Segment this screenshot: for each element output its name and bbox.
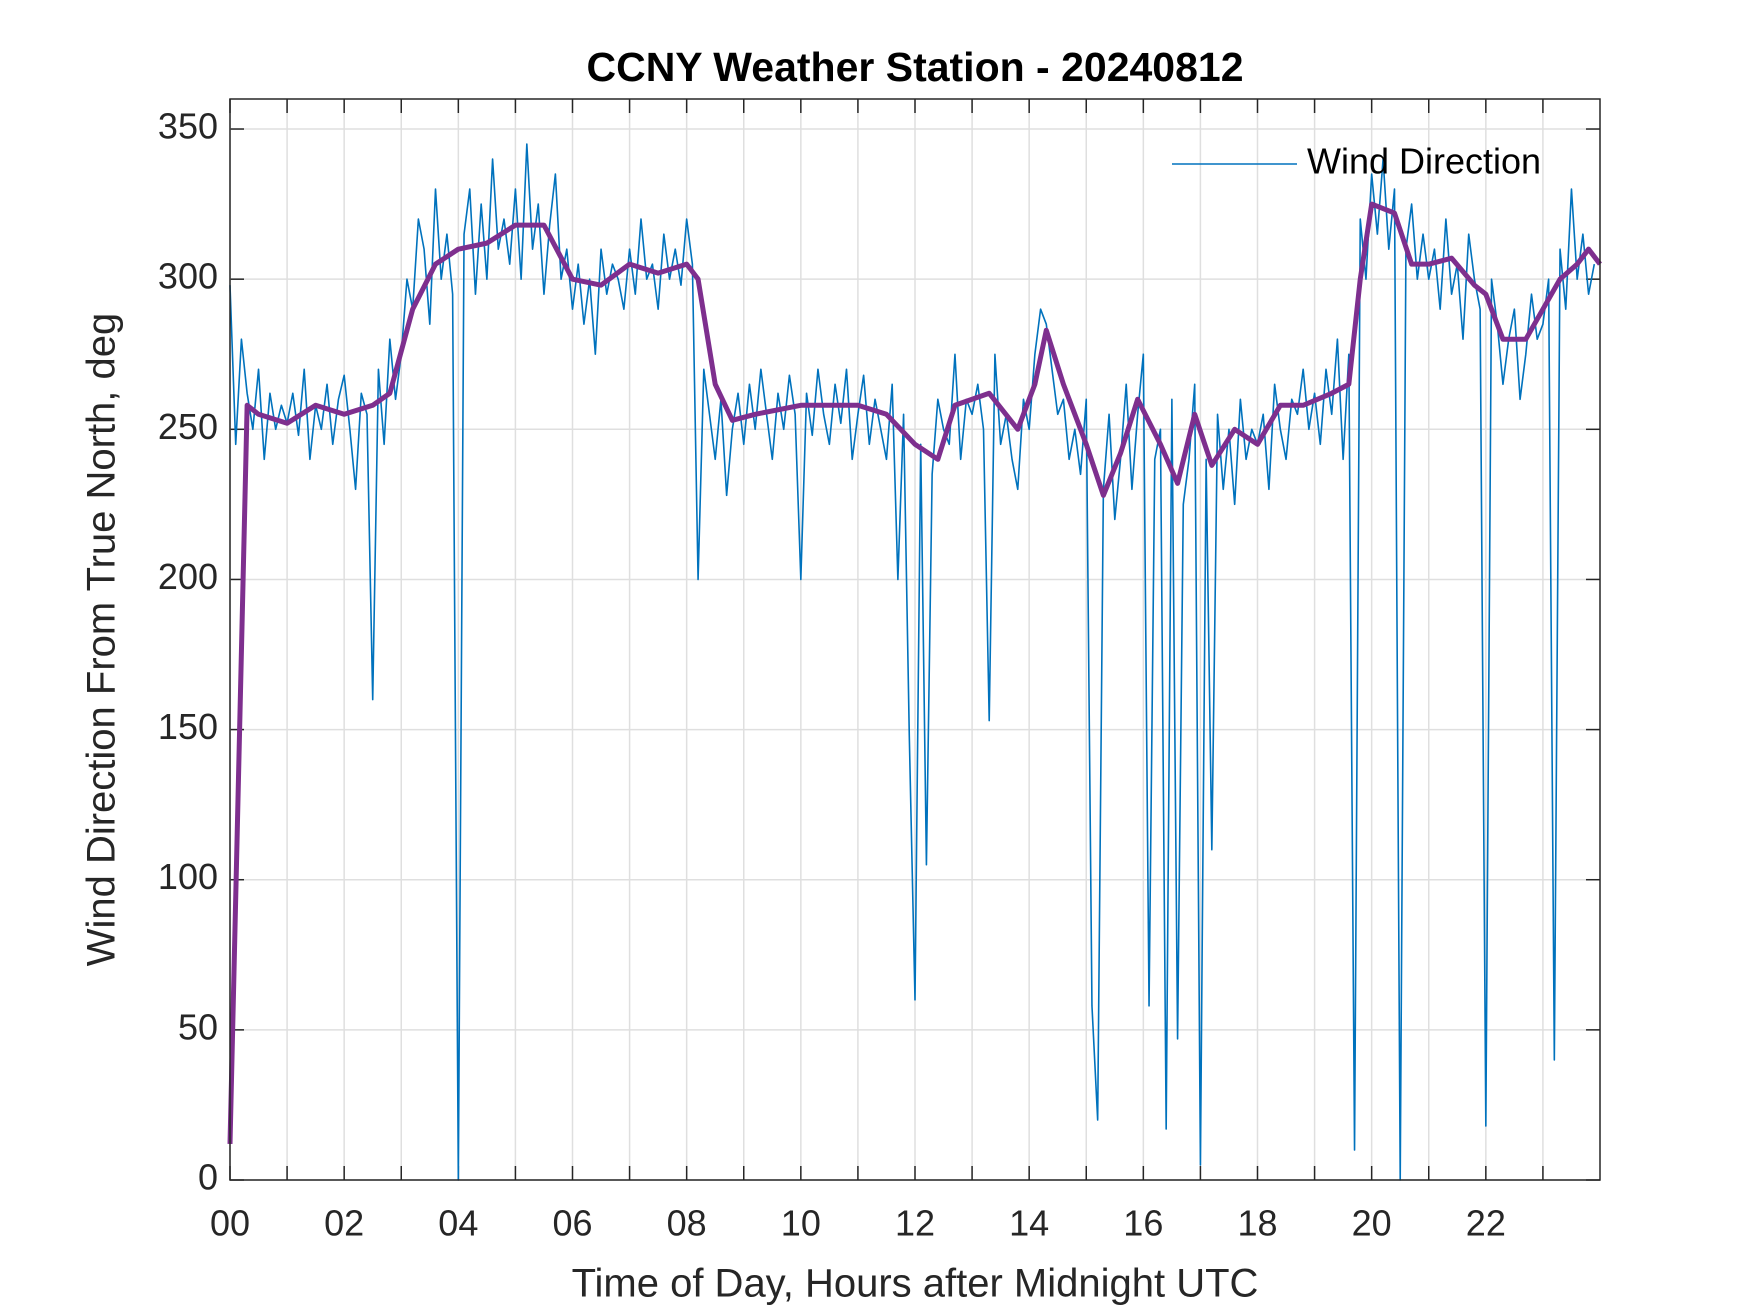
x-tick-label: 14 [1009, 1203, 1049, 1244]
x-tick-label: 04 [438, 1203, 478, 1244]
y-tick-label: 200 [158, 556, 218, 597]
y-tick-label: 250 [158, 406, 218, 447]
x-tick-label: 08 [667, 1203, 707, 1244]
x-tick-label: 00 [210, 1203, 250, 1244]
axes-box [229, 98, 1601, 1181]
y-tick-label: 300 [158, 256, 218, 297]
x-tick-label: 06 [552, 1203, 592, 1244]
y-tick-label: 0 [198, 1157, 218, 1198]
x-axis-label: Time of Day, Hours after Midnight UTC [572, 1262, 1259, 1306]
data-line [229, 143, 1596, 1181]
x-tick-label: 10 [781, 1203, 821, 1244]
y-axis-label: Wind Direction From True North, deg [80, 313, 124, 967]
y-tick-label: 50 [178, 1006, 218, 1047]
legend-label: Wind Direction [1307, 141, 1541, 182]
chart-title: CCNY Weather Station - 20240812 [586, 44, 1243, 90]
x-tick-label: 18 [1237, 1203, 1277, 1244]
x-tick-label: 02 [324, 1203, 364, 1244]
x-tick-label: 20 [1352, 1203, 1392, 1244]
x-tick-label: 22 [1466, 1203, 1506, 1244]
x-tick-label: 12 [895, 1203, 935, 1244]
data-line [227, 201, 1602, 1145]
y-tick-label: 350 [158, 106, 218, 147]
y-tick-label: 150 [158, 706, 218, 747]
y-tick-label: 100 [158, 856, 218, 897]
x-tick-label: 16 [1123, 1203, 1163, 1244]
